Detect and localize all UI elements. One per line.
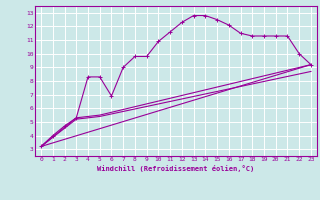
X-axis label: Windchill (Refroidissement éolien,°C): Windchill (Refroidissement éolien,°C) (97, 165, 255, 172)
